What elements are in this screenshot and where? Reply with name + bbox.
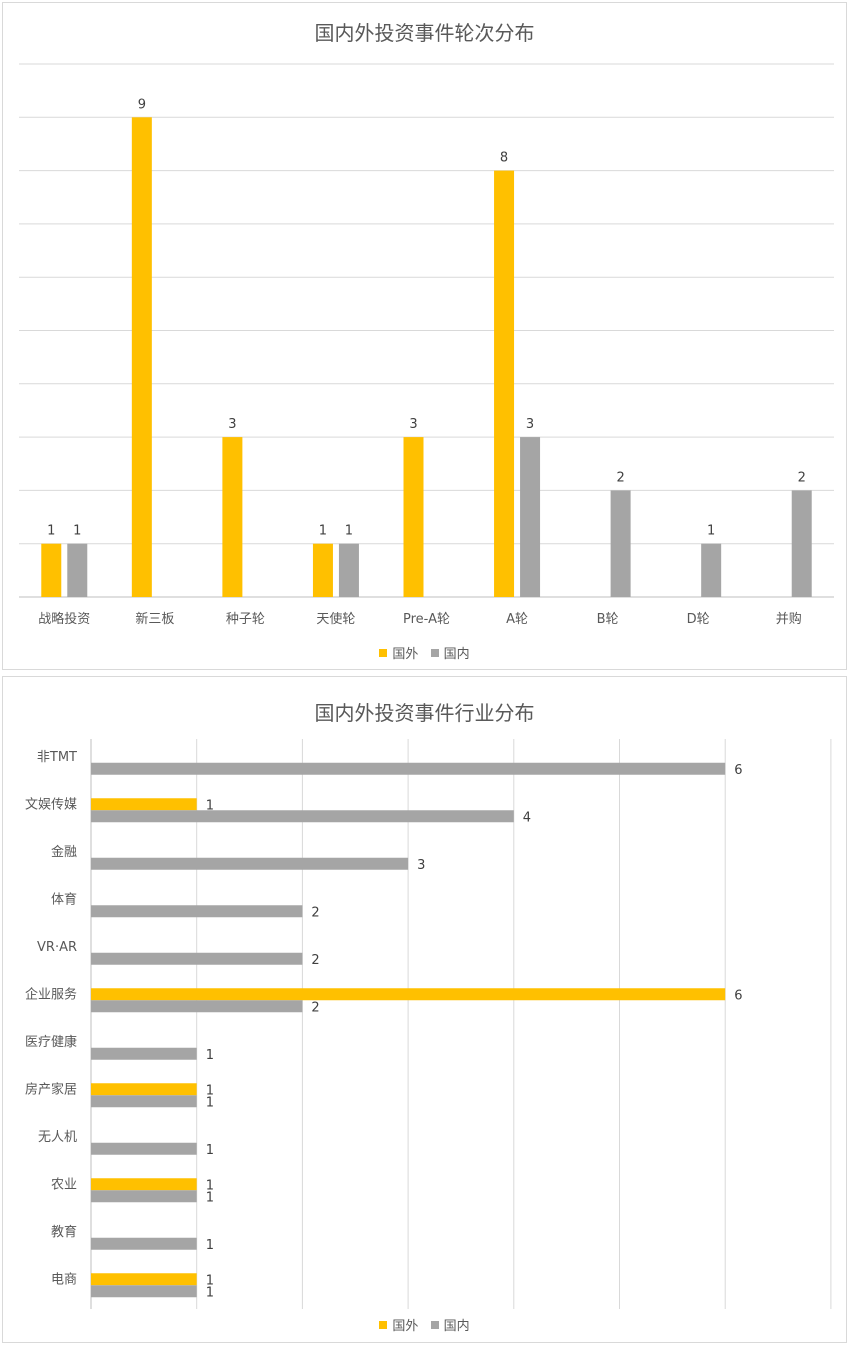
bar: [41, 543, 62, 597]
data-label: 1: [206, 1190, 214, 1205]
chart-title: 国内外投资事件行业分布: [314, 701, 535, 725]
legend-swatch-domestic: [430, 1320, 439, 1329]
x-tick-label: 战略投资: [38, 611, 90, 627]
y-tick-label: VR·AR: [37, 940, 77, 955]
data-label: 2: [798, 470, 806, 485]
data-label: 2: [616, 470, 624, 485]
y-tick-label: 金融: [51, 844, 77, 860]
data-label: 8: [500, 151, 508, 166]
bar: [520, 437, 541, 597]
bar: [222, 437, 243, 597]
chart-title: 国内外投资事件轮次分布: [314, 21, 535, 45]
y-tick-label: 非TMT: [37, 750, 77, 765]
data-label: 4: [523, 810, 531, 825]
chart-legend: 国外 国内: [3, 643, 846, 662]
y-tick-label: 房产家居: [25, 1081, 77, 1097]
bar: [91, 988, 726, 1001]
bar: [91, 810, 514, 823]
y-tick-label: 无人机: [38, 1130, 77, 1145]
data-label: 6: [734, 763, 742, 778]
data-label: 1: [319, 524, 327, 539]
x-tick-label: Pre-A轮: [403, 612, 450, 627]
bar: [312, 543, 333, 597]
data-label: 1: [206, 1095, 214, 1110]
bar: [494, 170, 515, 597]
bar: [91, 762, 726, 775]
round-distribution-chart: 1 1 战略投资 9 新三板 3 种子轮 1 1 天使轮 3 Pre-A轮 8 3 A轮 2 B轮 1 D轮 2 并购: [19, 63, 834, 627]
data-label: 2: [311, 1000, 319, 1015]
data-label: 3: [417, 858, 425, 873]
y-tick-label: 农业: [51, 1177, 77, 1192]
x-tick-label: B轮: [597, 612, 619, 627]
y-tick-label: 体育: [51, 891, 77, 907]
data-label: 1: [73, 524, 81, 539]
bar: [67, 543, 88, 597]
legend-item-foreign: 国外: [379, 1315, 418, 1334]
industry-distribution-chart: 6非TMT14文娱传媒3金融2体育2VR·AR62企业服务1医疗健康11房产家居…: [25, 739, 832, 1309]
y-tick-label: 医疗健康: [25, 1034, 77, 1050]
x-tick-label: 种子轮: [226, 612, 265, 627]
x-tick-label: A轮: [506, 612, 528, 627]
data-label: 1: [206, 1178, 214, 1193]
data-label: 1: [206, 1285, 214, 1300]
data-label: 1: [206, 1048, 214, 1063]
bar: [131, 117, 152, 598]
bar: [791, 490, 812, 597]
data-label: 9: [138, 97, 146, 112]
data-label: 1: [707, 524, 715, 539]
data-label: 1: [206, 1083, 214, 1098]
bar: [91, 798, 197, 811]
data-label: 2: [311, 905, 319, 920]
bar: [91, 1273, 197, 1286]
bar: [701, 543, 722, 597]
legend-swatch-domestic: [430, 648, 439, 657]
x-tick-label: 天使轮: [316, 611, 355, 627]
legend-label-foreign: 国外: [392, 1319, 419, 1334]
y-tick-label: 电商: [51, 1272, 77, 1287]
data-label: 1: [206, 798, 214, 813]
bar: [91, 1047, 197, 1060]
bar: [91, 1000, 303, 1013]
legend-item-foreign: 国外: [379, 643, 418, 662]
data-label: 2: [311, 953, 319, 968]
bar: [91, 1285, 197, 1298]
data-label: 1: [206, 1273, 214, 1288]
industry-distribution-chart-panel: 国内外投资事件行业分布 6 非TMT 1 4 文娱传媒 3 金融 2 体育 2 VR·AR 6 2 企业服…: [2, 676, 847, 1343]
x-tick-label: 新三板: [135, 611, 174, 627]
bar: [91, 1178, 197, 1191]
bar: [91, 857, 409, 870]
bar: [91, 905, 303, 918]
bar: [610, 490, 631, 597]
bar: [91, 952, 303, 965]
y-tick-label: 企业服务: [25, 986, 77, 1002]
bar: [91, 1190, 197, 1203]
data-label: 3: [409, 417, 417, 432]
data-label: 1: [206, 1143, 214, 1158]
bar: [403, 437, 424, 597]
x-tick-label: 并购: [776, 611, 802, 627]
legend-label-domestic: 国内: [443, 1319, 470, 1334]
bar: [91, 1083, 197, 1096]
legend-label-foreign: 国外: [392, 647, 419, 662]
legend-label-domestic: 国内: [443, 647, 470, 662]
x-tick-label: D轮: [687, 612, 710, 627]
data-label: 1: [345, 524, 353, 539]
bar: [338, 543, 359, 597]
y-tick-label: 教育: [51, 1224, 77, 1240]
bar: [91, 1142, 197, 1155]
data-label: 3: [526, 417, 534, 432]
legend-item-domestic: 国内: [430, 1315, 470, 1334]
legend-item-domestic: 国内: [430, 643, 470, 662]
round-distribution-chart-panel: 国内外投资事件轮次分布 1 1 战略投资 9 新三板 3 种子轮 1 1 天使轮 3 Pre-A轮 8 3…: [2, 2, 847, 670]
bar: [91, 1237, 197, 1250]
legend-swatch-foreign: [379, 648, 388, 657]
data-label: 3: [228, 417, 236, 432]
y-tick-label: 文娱传媒: [25, 797, 77, 812]
data-label: 6: [734, 988, 742, 1003]
chart-legend: 国外 国内: [3, 1315, 846, 1334]
legend-swatch-foreign: [379, 1320, 388, 1329]
data-label: 1: [47, 524, 55, 539]
bar: [91, 1095, 197, 1108]
data-label: 1: [206, 1238, 214, 1253]
